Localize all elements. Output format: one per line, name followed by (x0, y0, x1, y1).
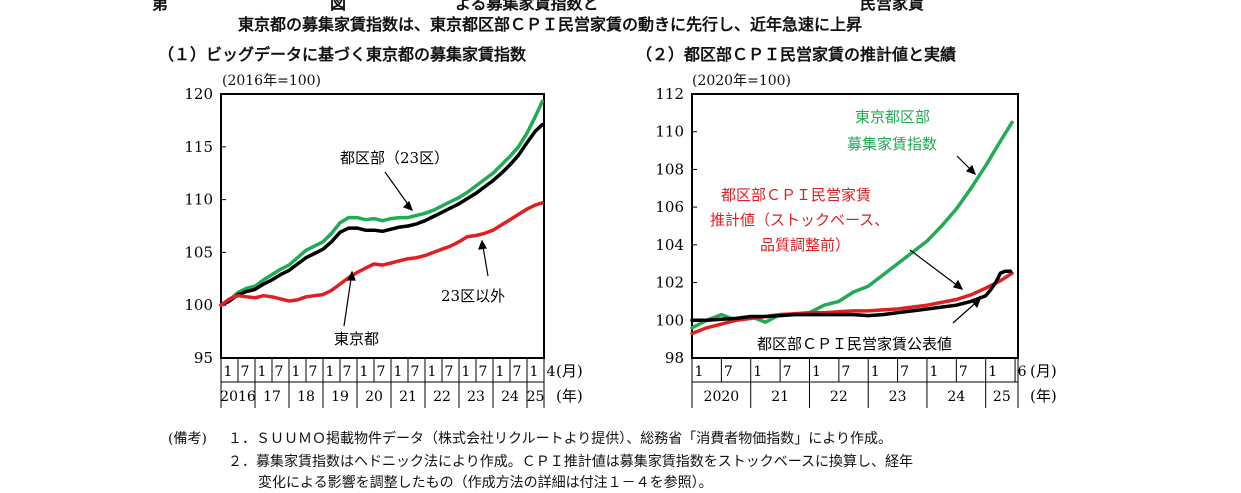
y-tick-label: 110 (184, 191, 213, 209)
arrow-head (402, 200, 414, 212)
x-month-label: 1 (394, 364, 403, 380)
x-year-unit: (年) (556, 387, 583, 405)
x-month-unit: (月) (556, 362, 583, 380)
figure-title-rest: よる募集家賃指数と (455, 0, 599, 13)
x-month-label: 1 (462, 364, 471, 380)
x-year-label: 22 (433, 389, 451, 405)
x-year-label: 21 (399, 389, 417, 405)
x-month-label: 1 (326, 364, 335, 380)
x-year-label: 2016 (220, 389, 256, 405)
label-tokyo: 東京都 (334, 330, 379, 348)
y-tick-label: 100 (184, 296, 213, 314)
x-month-label: 1 (428, 364, 437, 380)
panel1-unit: (2016年=100) (222, 73, 322, 89)
panel2-title: （２）都区部ＣＰＩ民営家賃の推計値と実績 (636, 45, 957, 64)
arrow-line (343, 271, 353, 327)
series-line (219, 99, 545, 307)
x-month-label: 4 (547, 364, 556, 380)
x-month-label: 7 (241, 364, 250, 380)
x-year-label: 24 (501, 389, 519, 405)
label-23ku: 都区部（23区） (340, 149, 449, 167)
x-month-label: 1 (530, 364, 539, 380)
x-month-label: 7 (309, 364, 318, 380)
y-tick-label: 95 (194, 349, 213, 367)
x-year-label: 18 (297, 389, 315, 405)
x-month-label: 7 (479, 364, 488, 380)
annotation-arrows (343, 171, 489, 327)
notes-label: (備考) (168, 431, 207, 447)
series-line (219, 201, 545, 307)
arrow-head (478, 239, 487, 250)
note-line-2: ２．募集家賃指数はヘドニック法により作成。ＣＰＩ推計値は募集家賃指数をストックベ… (228, 454, 914, 470)
figure-subtitle: 東京都の募集家賃指数は、東京都区部ＣＰＩ民営家賃の動きに先行し、近年急速に上昇 (238, 15, 863, 34)
y-tick-label: 115 (184, 138, 213, 156)
figure-title-end: 民営家賃 (860, 0, 925, 13)
x-month-label: 7 (275, 364, 284, 380)
arrow-head (347, 270, 356, 281)
y-tick-label: 120 (184, 85, 213, 103)
x-month-label: 1 (496, 364, 505, 380)
note-line-1: １．ＳＵＵＭＯ掲載物件データ（株式会社リクルートより提供）、総務省「消費者物価指… (228, 431, 893, 447)
note-line-3: 変化による影響を調整したもの（作成方法の詳細は付注１－４を参照）。 (258, 475, 713, 491)
x-month-label: 1 (292, 364, 301, 380)
y-tick-label: 105 (184, 243, 213, 261)
panel2-unit: (2020年=100) (692, 73, 792, 89)
x-year-label: 25 (527, 389, 545, 405)
x-year-label: 23 (467, 389, 485, 405)
x-month-label: 7 (445, 364, 454, 380)
x-month-label: 7 (343, 364, 352, 380)
figure-number-prefix: 第 (152, 0, 169, 13)
label-outside-23ku: 23区以外 (441, 287, 505, 305)
figure-title-fragment: 図 (330, 0, 347, 13)
plot-frame (220, 93, 545, 359)
x-year-label: 20 (365, 389, 383, 405)
x-month-label: 1 (258, 364, 267, 380)
x-year-label: 19 (331, 389, 349, 405)
panel1-title: （１）ビッグデータに基づく東京都の募集家賃指数 (158, 45, 527, 64)
x-month-label: 1 (360, 364, 369, 380)
series-line (219, 122, 545, 307)
x-month-label: 7 (377, 364, 386, 380)
x-month-label: 7 (513, 364, 522, 380)
x-year-label: 17 (263, 389, 281, 405)
x-month-label: 7 (411, 364, 420, 380)
x-month-label: 1 (224, 364, 233, 380)
